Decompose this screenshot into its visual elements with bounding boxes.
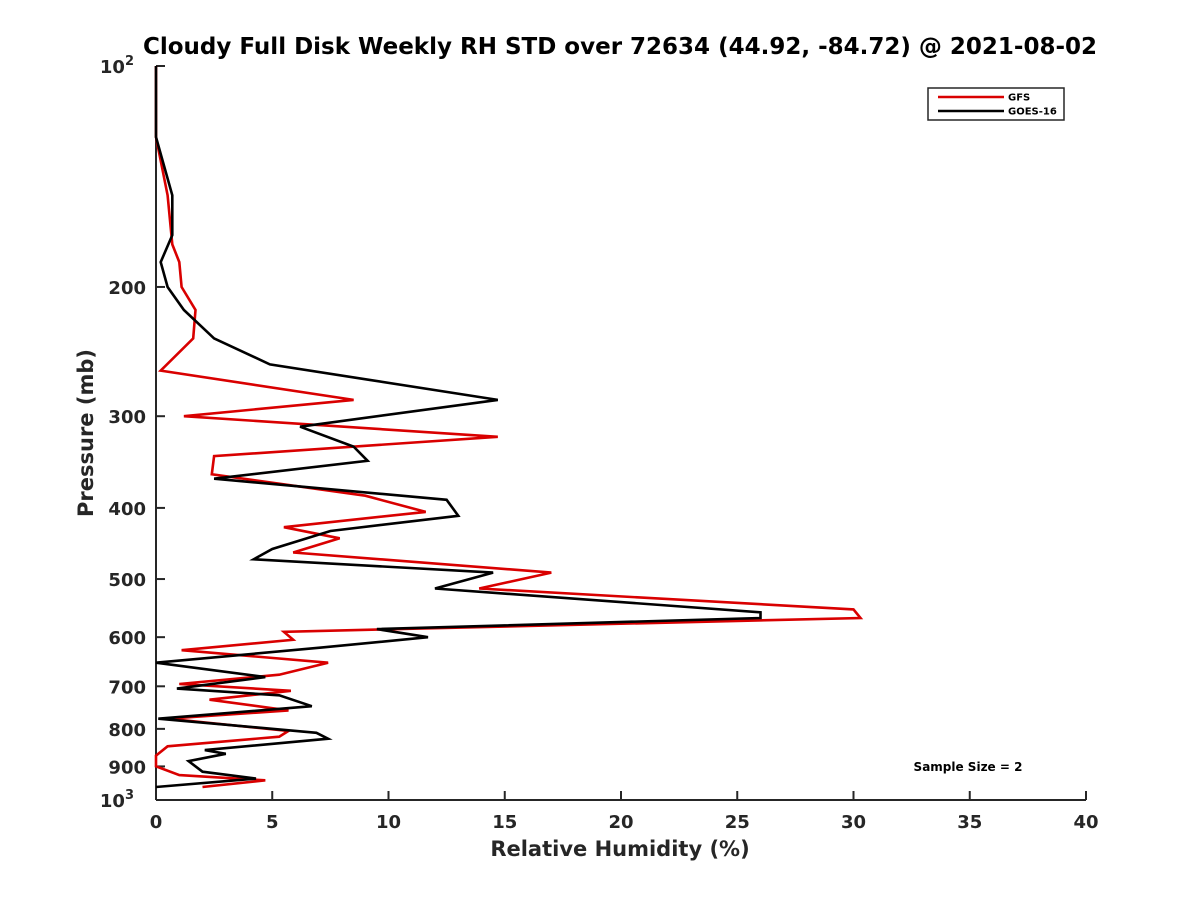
x-tick-label: 30 <box>841 812 866 833</box>
plot-area: 0 5 10 15 20 25 30 35 40 102 200 300 400 500 600 700 800… <box>100 54 1099 833</box>
y-tick-label: 200 <box>108 278 146 299</box>
y-tick-label: 500 <box>108 570 146 591</box>
y-tick-label: 102 <box>100 54 134 78</box>
y-tick-label: 103 <box>100 788 134 812</box>
x-tick-label: 35 <box>957 812 982 833</box>
x-tick-label: 10 <box>376 812 401 833</box>
x-tick-label: 5 <box>266 812 279 833</box>
y-tick-label: 600 <box>108 628 146 649</box>
legend: GFS GOES-16 <box>927 87 1065 121</box>
x-tick-label: 0 <box>150 812 163 833</box>
y-tick-label: 300 <box>108 407 146 428</box>
x-tick-label: 25 <box>725 812 750 833</box>
legend-label: GFS <box>1008 93 1030 104</box>
series-line-gfs <box>154 66 864 789</box>
y-tick-label: 900 <box>108 757 146 778</box>
y-tick-label: 400 <box>108 499 146 520</box>
series-line-goes-16 <box>154 66 762 789</box>
x-tick-label: 15 <box>492 812 517 833</box>
chart-title: Cloudy Full Disk Weekly RH STD over 7263… <box>143 34 1097 60</box>
x-tick-label: 20 <box>608 812 633 833</box>
y-tick-label: 700 <box>108 677 146 698</box>
sample-size-annotation: Sample Size = 2 <box>914 760 1023 774</box>
x-tick-label: 40 <box>1073 812 1098 833</box>
y-tick-label: 800 <box>108 720 146 741</box>
legend-label: GOES-16 <box>1008 107 1057 118</box>
x-axis-label: Relative Humidity (%) <box>490 837 749 861</box>
y-axis-label: Pressure (mb) <box>74 349 98 517</box>
legend-box <box>927 87 1065 121</box>
